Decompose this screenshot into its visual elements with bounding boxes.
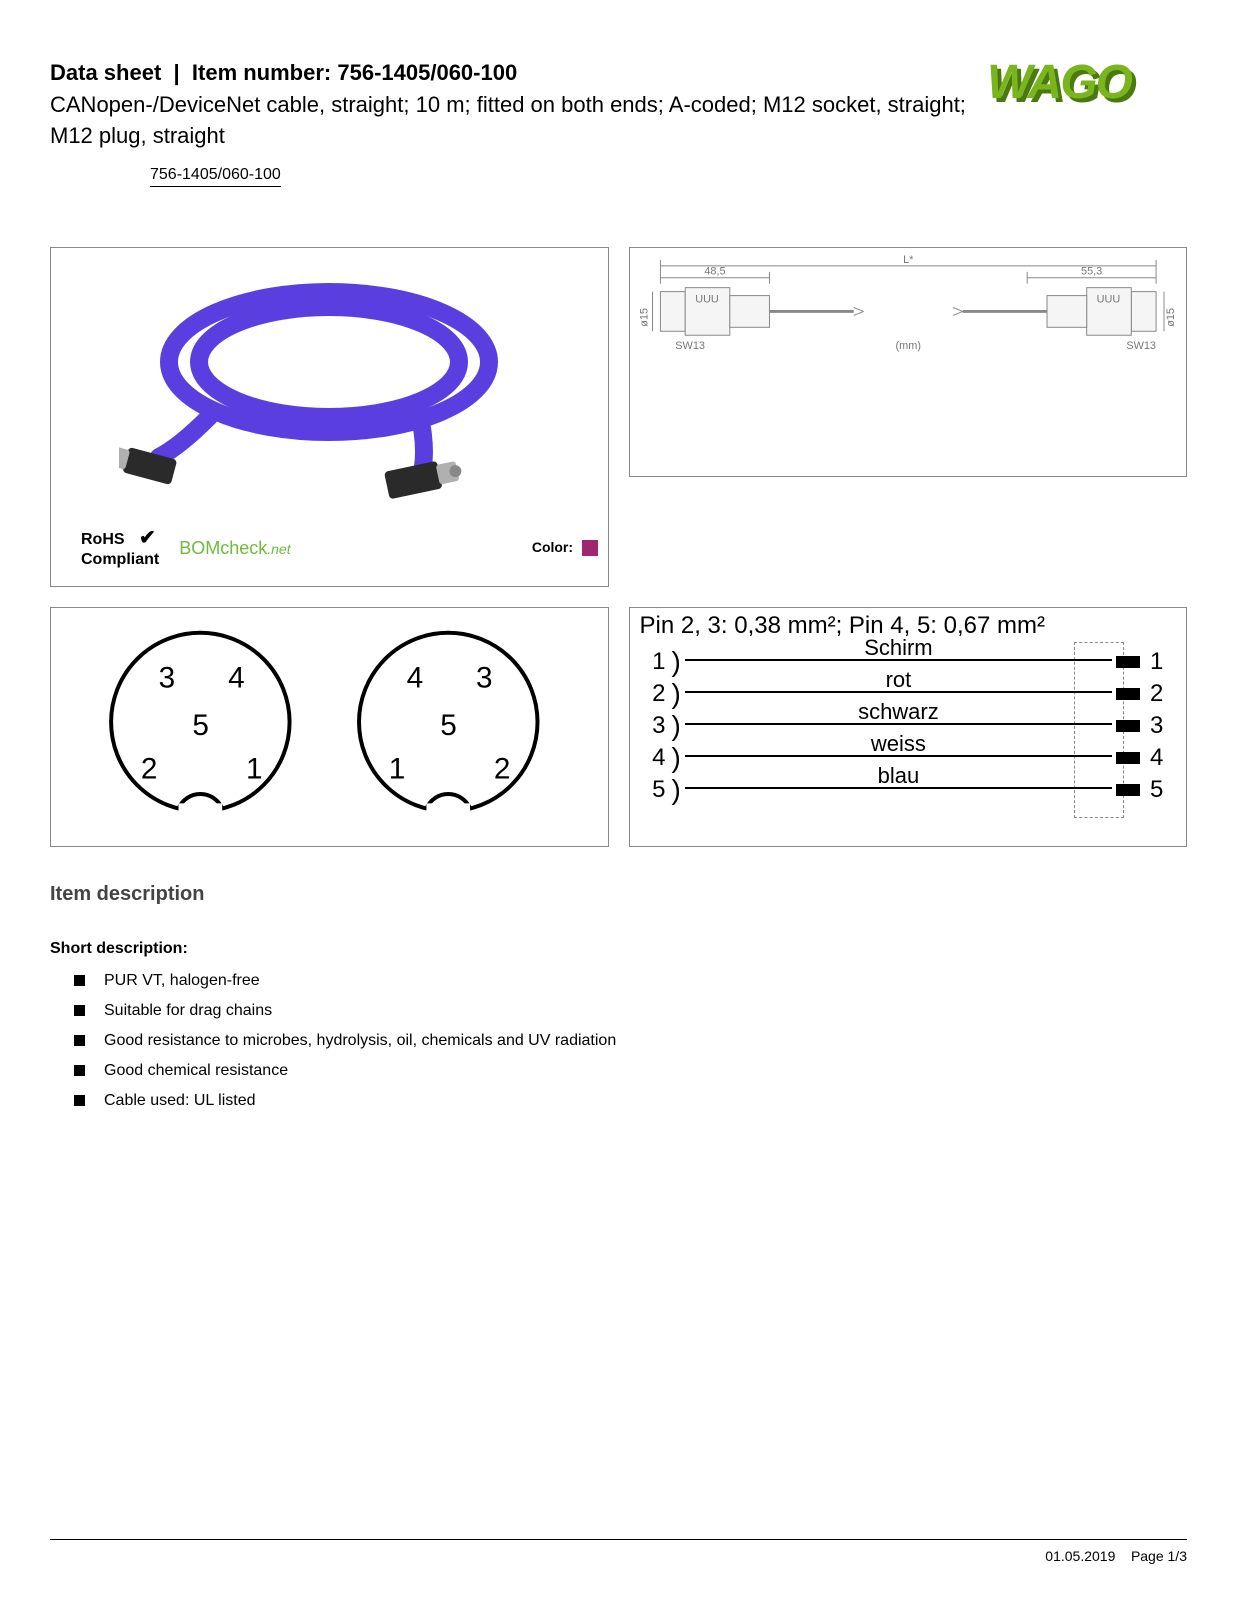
svg-text:55,3: 55,3 — [1081, 265, 1102, 277]
svg-text:UUU: UUU — [1096, 293, 1120, 305]
svg-text:4: 4 — [407, 661, 424, 694]
compliant-text: Compliant — [81, 551, 159, 568]
subtitle: CANopen-/DeviceNet cable, straight; 10 m… — [50, 90, 987, 152]
terminal-icon — [1116, 688, 1140, 700]
wago-logo: WAGO WAGO — [987, 56, 1187, 117]
wire-row: 5) blau 5 — [640, 774, 1177, 806]
dimension-svg: L* 48,5 55,3 UUU — [630, 248, 1187, 476]
wire-num-right: 1 — [1150, 648, 1176, 676]
header-text: Data sheet | Item number: 756-1405/060-1… — [50, 60, 987, 187]
svg-text:2: 2 — [494, 752, 511, 785]
svg-text:(mm): (mm) — [895, 340, 920, 352]
terminal-icon — [1116, 784, 1140, 796]
footer-date: 01.05.2019 — [1045, 1548, 1115, 1564]
bullet-item: Suitable for drag chains — [74, 1002, 1187, 1020]
paren-icon: ) — [672, 710, 681, 742]
color-indicator: Color: — [532, 539, 598, 557]
check-icon: ✔ — [139, 527, 156, 549]
wire-line: rot — [685, 691, 1112, 693]
terminal-icon — [1116, 656, 1140, 668]
item-label: Item number: — [192, 60, 331, 85]
bullet-item: PUR VT, halogen-free — [74, 972, 1187, 990]
svg-text:SW13: SW13 — [675, 340, 705, 352]
svg-text:4: 4 — [228, 661, 245, 694]
svg-text:WAGO: WAGO — [987, 56, 1133, 109]
svg-text:5: 5 — [440, 709, 457, 742]
footer-text: 01.05.2019 Page 1/3 — [1045, 1548, 1187, 1564]
bullet-item: Cable used: UL listed — [74, 1092, 1187, 1110]
item-description-heading: Item description — [50, 883, 1187, 906]
bullet-item: Good chemical resistance — [74, 1062, 1187, 1080]
wire-num-left: 3 — [640, 712, 666, 740]
svg-text:1: 1 — [246, 752, 263, 785]
wire-num-left: 2 — [640, 680, 666, 708]
color-swatch — [582, 540, 598, 556]
wiring-rows: 1) Schirm 1 2) rot 2 3) schwarz 3 4) weiss 4 5) blau 5 — [630, 646, 1187, 806]
item-number-underlined: 756-1405/060-100 — [150, 166, 281, 187]
paren-icon: ) — [672, 742, 681, 774]
paren-icon: ) — [672, 774, 681, 806]
pinout-panel: 3 4 5 2 1 4 3 5 1 2 — [50, 607, 609, 847]
terminal-icon — [1116, 752, 1140, 764]
paren-icon: ) — [672, 678, 681, 710]
item-number: 756-1405/060-100 — [337, 60, 517, 85]
pinout-svg: 3 4 5 2 1 4 3 5 1 2 — [51, 608, 608, 846]
dimension-drawing-panel: L* 48,5 55,3 UUU — [629, 247, 1188, 477]
wiring-panel: Pin 2, 3: 0,38 mm²; Pin 4, 5: 0,67 mm² 1… — [629, 607, 1188, 847]
datasheet-label: Data sheet — [50, 60, 161, 85]
wire-label: rot — [685, 667, 1112, 693]
wire-num-right: 5 — [1150, 776, 1176, 804]
svg-text:1: 1 — [389, 752, 406, 785]
product-image — [61, 258, 598, 516]
wire-num-left: 5 — [640, 776, 666, 804]
svg-text:2: 2 — [141, 752, 158, 785]
rohs-badge: RoHS ✔ Compliant — [81, 526, 159, 569]
wire-num-left: 1 — [640, 648, 666, 676]
bullet-item: Good resistance to microbes, hydrolysis,… — [74, 1032, 1187, 1050]
footer-rule — [50, 1539, 1187, 1540]
wire-line: blau — [685, 787, 1112, 789]
paren-icon: ) — [672, 646, 681, 678]
wire-num-right: 4 — [1150, 744, 1176, 772]
svg-text:UUU: UUU — [695, 293, 719, 305]
header: Data sheet | Item number: 756-1405/060-1… — [50, 60, 1187, 187]
wire-label: Schirm — [685, 635, 1112, 661]
footer-page: Page 1/3 — [1131, 1548, 1187, 1564]
svg-text:ø15: ø15 — [638, 308, 650, 327]
svg-text:48,5: 48,5 — [704, 265, 725, 277]
wire-label: schwarz — [685, 699, 1112, 725]
svg-text:SW13: SW13 — [1126, 340, 1156, 352]
panels-grid: RoHS ✔ Compliant BOMcheck.net Color: L* — [50, 247, 1187, 847]
svg-text:ø15: ø15 — [1164, 308, 1176, 327]
color-label: Color: — [532, 539, 573, 555]
wire-label: blau — [685, 763, 1112, 789]
terminal-icon — [1116, 720, 1140, 732]
bomcheck-text: BOMcheck — [179, 538, 267, 558]
wire-line: weiss — [685, 755, 1112, 757]
wire-line: schwarz — [685, 723, 1112, 725]
wire-line: Schirm — [685, 659, 1112, 661]
wire-num-left: 4 — [640, 744, 666, 772]
bomcheck-suffix: .net — [267, 541, 290, 557]
svg-text:L*: L* — [903, 253, 914, 265]
rohs-text: RoHS — [81, 531, 125, 548]
title-line: Data sheet | Item number: 756-1405/060-1… — [50, 60, 987, 86]
bullet-list: PUR VT, halogen-free Suitable for drag ch… — [50, 972, 1187, 1110]
wire-num-right: 2 — [1150, 680, 1176, 708]
product-photo-panel: RoHS ✔ Compliant BOMcheck.net Color: — [50, 247, 609, 587]
svg-text:3: 3 — [159, 661, 176, 694]
bomcheck-badge: BOMcheck.net — [179, 538, 290, 559]
badges-row: RoHS ✔ Compliant BOMcheck.net Color: — [51, 526, 608, 569]
svg-text:3: 3 — [476, 661, 493, 694]
wire-label: weiss — [685, 731, 1112, 757]
svg-text:5: 5 — [192, 709, 209, 742]
short-description-heading: Short description: — [50, 940, 1187, 958]
wire-num-right: 3 — [1150, 712, 1176, 740]
